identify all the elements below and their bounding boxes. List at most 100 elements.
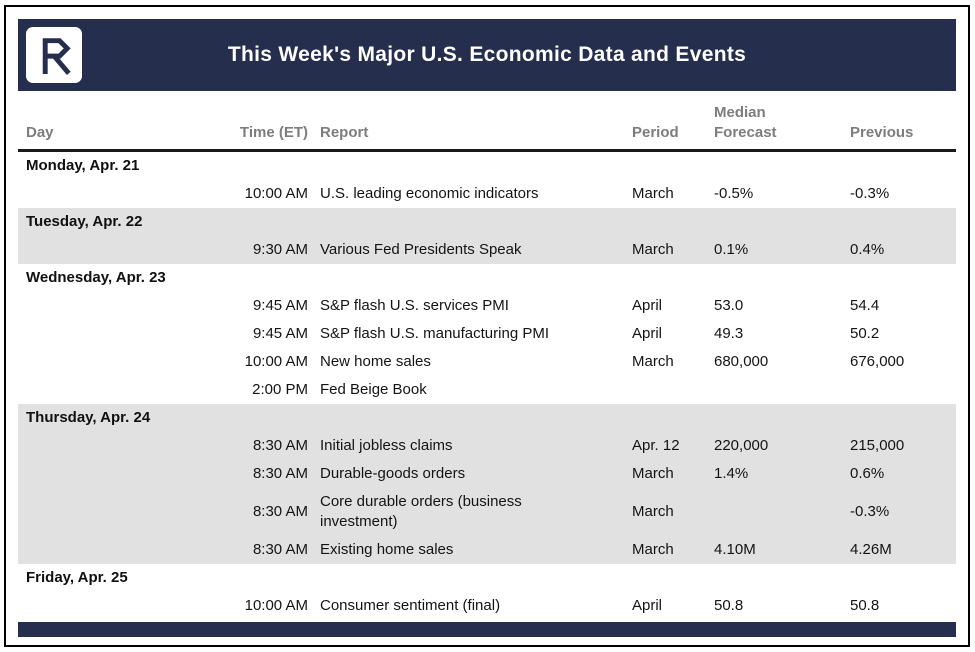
period-cell: April xyxy=(632,297,663,314)
brand-logo xyxy=(26,27,82,83)
event-row: 2:00 PM Fed Beige Book xyxy=(18,376,956,404)
day-label: Friday, Apr. 25 xyxy=(26,569,128,586)
event-row: 8:30 AM Durable-goods orders March 1.4% 0.6% xyxy=(18,460,956,488)
time-cell: 8:30 AM xyxy=(252,437,308,454)
event-row: 9:45 AM S&P flash U.S. services PMI April 5… xyxy=(18,292,956,320)
time-cell: 9:45 AM xyxy=(252,325,308,342)
event-row: 10:00 AM New home sales March 680,000 676,00… xyxy=(18,348,956,376)
day-row: Tuesday, Apr. 22 xyxy=(18,208,956,236)
forecast-cell: 220,000 xyxy=(714,437,769,454)
time-cell: 8:30 AM xyxy=(252,465,308,482)
spacer-cell xyxy=(18,460,208,488)
column-header-report: Report xyxy=(308,101,628,152)
day-row: Wednesday, Apr. 23 xyxy=(18,264,956,292)
page-title: This Week's Major U.S. Economic Data and… xyxy=(227,43,747,66)
forecast-cell: 4.10M xyxy=(714,541,756,558)
forecast-cell: 1.4% xyxy=(714,465,749,482)
period-cell: April xyxy=(632,325,663,342)
spacer-cell xyxy=(18,180,208,208)
column-header-median-forecast: Median Forecast xyxy=(710,101,846,152)
report-cell: Durable-goods orders xyxy=(320,465,466,482)
time-cell: 9:30 AM xyxy=(252,241,308,258)
forecast-cell: 0.1% xyxy=(714,241,749,258)
spacer-cell xyxy=(18,236,208,264)
previous-cell xyxy=(846,376,956,404)
table-body: Monday, Apr. 21 10:00 AM U.S. leading econ… xyxy=(18,151,956,621)
day-label: Thursday, Apr. 24 xyxy=(26,409,151,426)
spacer-cell xyxy=(18,488,208,536)
event-row: 8:30 AM Existing home sales March 4.10M 4.26… xyxy=(18,536,956,564)
day-row: Friday, Apr. 25 xyxy=(18,564,956,592)
time-cell: 8:30 AM xyxy=(252,541,308,558)
time-cell: 10:00 AM xyxy=(244,185,308,202)
spacer-cell xyxy=(18,348,208,376)
day-label: Monday, Apr. 21 xyxy=(26,157,140,174)
period-cell: April xyxy=(632,597,663,614)
day-row: Monday, Apr. 21 xyxy=(18,151,956,181)
previous-cell: 54.4 xyxy=(850,297,880,314)
period-cell: Apr. 12 xyxy=(632,437,680,454)
previous-cell: 676,000 xyxy=(850,353,905,370)
day-label: Wednesday, Apr. 23 xyxy=(26,269,166,286)
time-cell: 10:00 AM xyxy=(244,597,308,614)
report-cell: S&P flash U.S. services PMI xyxy=(320,297,509,314)
event-row: 8:30 AM Core durable orders (business inv… xyxy=(18,488,956,536)
time-cell: 10:00 AM xyxy=(244,353,308,370)
previous-cell: 215,000 xyxy=(850,437,905,454)
report-cell: Existing home sales xyxy=(320,541,454,558)
period-cell: March xyxy=(632,353,674,370)
report-cell: Fed Beige Book xyxy=(320,381,427,398)
spacer-cell xyxy=(18,592,208,620)
event-row: 8:30 AM Initial jobless claims Apr. 12 220,… xyxy=(18,432,956,460)
previous-cell: 4.26M xyxy=(850,541,892,558)
column-header-day: Day xyxy=(18,101,208,152)
time-cell: 2:00 PM xyxy=(252,381,308,398)
event-row: 9:30 AM Various Fed Presidents Speak March… xyxy=(18,236,956,264)
report-cell: Core durable orders (business investment… xyxy=(320,493,522,530)
period-cell: March xyxy=(632,503,674,520)
event-row: 10:00 AM U.S. leading economic indicators… xyxy=(18,180,956,208)
forecast-cell xyxy=(710,488,846,536)
previous-cell: 50.2 xyxy=(850,325,880,342)
spacer-cell xyxy=(18,536,208,564)
report-cell: New home sales xyxy=(320,353,431,370)
period-cell xyxy=(628,376,710,404)
economic-events-table: Day Time (ET) Report Period Median Forec… xyxy=(18,101,956,620)
event-row: 9:45 AM S&P flash U.S. manufacturing PMI A… xyxy=(18,320,956,348)
footer-bar xyxy=(18,622,956,637)
period-cell: March xyxy=(632,465,674,482)
forecast-cell: 49.3 xyxy=(714,325,744,342)
column-header-row: Day Time (ET) Report Period Median Forec… xyxy=(18,101,956,152)
forecast-cell: 53.0 xyxy=(714,297,744,314)
day-label: Tuesday, Apr. 22 xyxy=(26,213,143,230)
previous-cell: -0.3% xyxy=(850,185,890,202)
forecast-cell: 50.8 xyxy=(714,597,744,614)
period-cell: March xyxy=(632,185,674,202)
stylized-r-icon xyxy=(42,38,71,75)
column-header-time: Time (ET) xyxy=(208,101,308,152)
spacer-cell xyxy=(18,292,208,320)
day-row: Thursday, Apr. 24 xyxy=(18,404,956,432)
previous-cell: -0.3% xyxy=(850,503,890,520)
spacer-cell xyxy=(18,320,208,348)
previous-cell: 0.4% xyxy=(850,241,885,258)
events-table-wrap: Day Time (ET) Report Period Median Forec… xyxy=(18,101,956,620)
period-cell: March xyxy=(632,541,674,558)
previous-cell: 50.8 xyxy=(850,597,880,614)
spacer-cell xyxy=(18,432,208,460)
forecast-cell xyxy=(710,376,846,404)
time-cell: 9:45 AM xyxy=(252,297,308,314)
column-header-previous: Previous xyxy=(846,101,956,152)
previous-cell: 0.6% xyxy=(850,465,885,482)
calendar-card: This Week's Major U.S. Economic Data and… xyxy=(4,5,970,647)
report-cell: Initial jobless claims xyxy=(320,437,453,454)
event-row: 10:00 AM Consumer sentiment (final) April 5… xyxy=(18,592,956,620)
report-cell: S&P flash U.S. manufacturing PMI xyxy=(320,325,549,342)
title-bar: This Week's Major U.S. Economic Data and… xyxy=(18,19,956,91)
spacer-cell xyxy=(18,376,208,404)
period-cell: March xyxy=(632,241,674,258)
forecast-cell: -0.5% xyxy=(714,185,754,202)
forecast-cell: 680,000 xyxy=(714,353,769,370)
report-cell: Consumer sentiment (final) xyxy=(320,597,501,614)
report-cell: U.S. leading economic indicators xyxy=(320,185,539,202)
